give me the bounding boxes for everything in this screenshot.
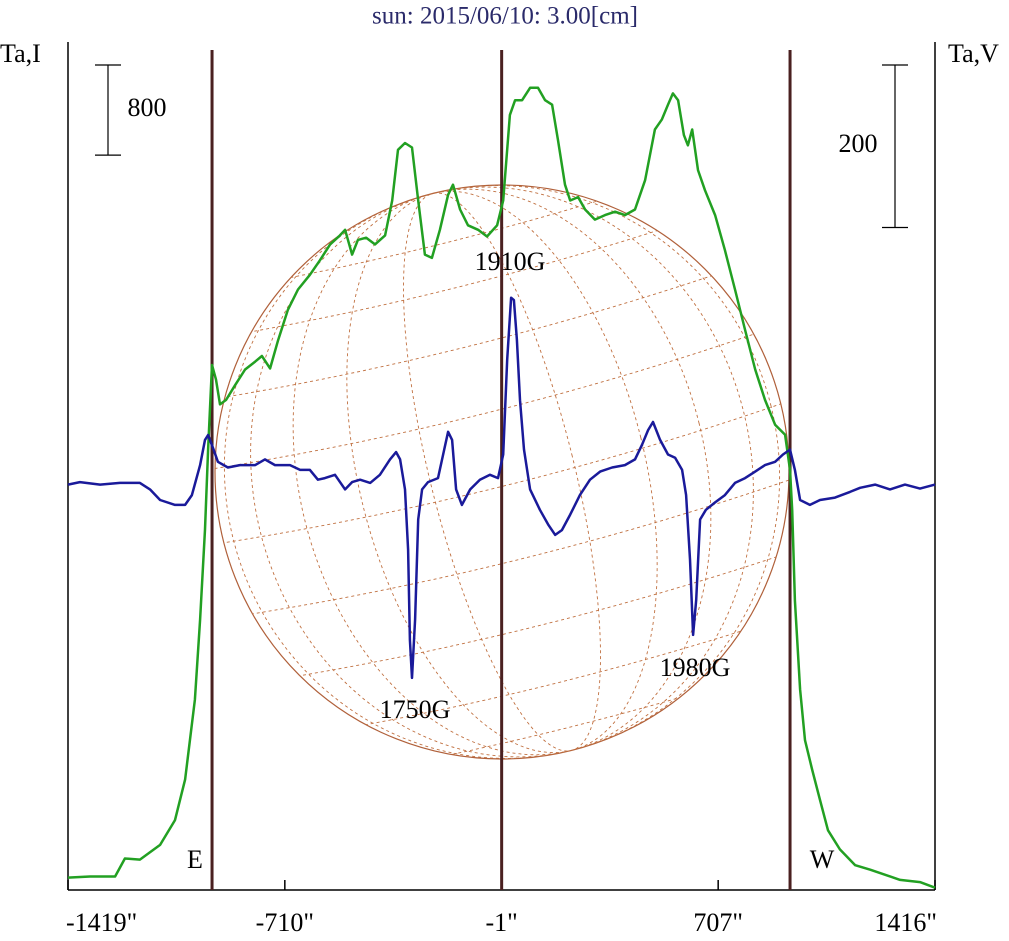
- peak-label: 1750G: [380, 695, 451, 724]
- x-tick-label: -710": [256, 908, 314, 937]
- limb-label: E: [187, 845, 203, 874]
- series-line: [67, 296, 936, 680]
- y-axis-label: Ta,I: [0, 39, 41, 68]
- limb-label: W: [810, 845, 835, 874]
- chart-title: sun: 2015/06/10: 3.00[cm]: [372, 3, 638, 30]
- peak-label: 1910G: [475, 247, 546, 276]
- x-tick-label: -1": [486, 908, 518, 937]
- x-tick-label: -1419": [66, 908, 137, 937]
- x-tick-label: 707": [693, 908, 743, 937]
- y2-axis-label: Ta,V: [948, 39, 999, 68]
- peak-label: 1980G: [660, 653, 731, 682]
- scale-bar-label: 800: [128, 93, 167, 122]
- x-tick-label: 1416": [874, 908, 937, 937]
- series-line: [67, 86, 936, 889]
- scale-bar-label: 200: [839, 129, 878, 158]
